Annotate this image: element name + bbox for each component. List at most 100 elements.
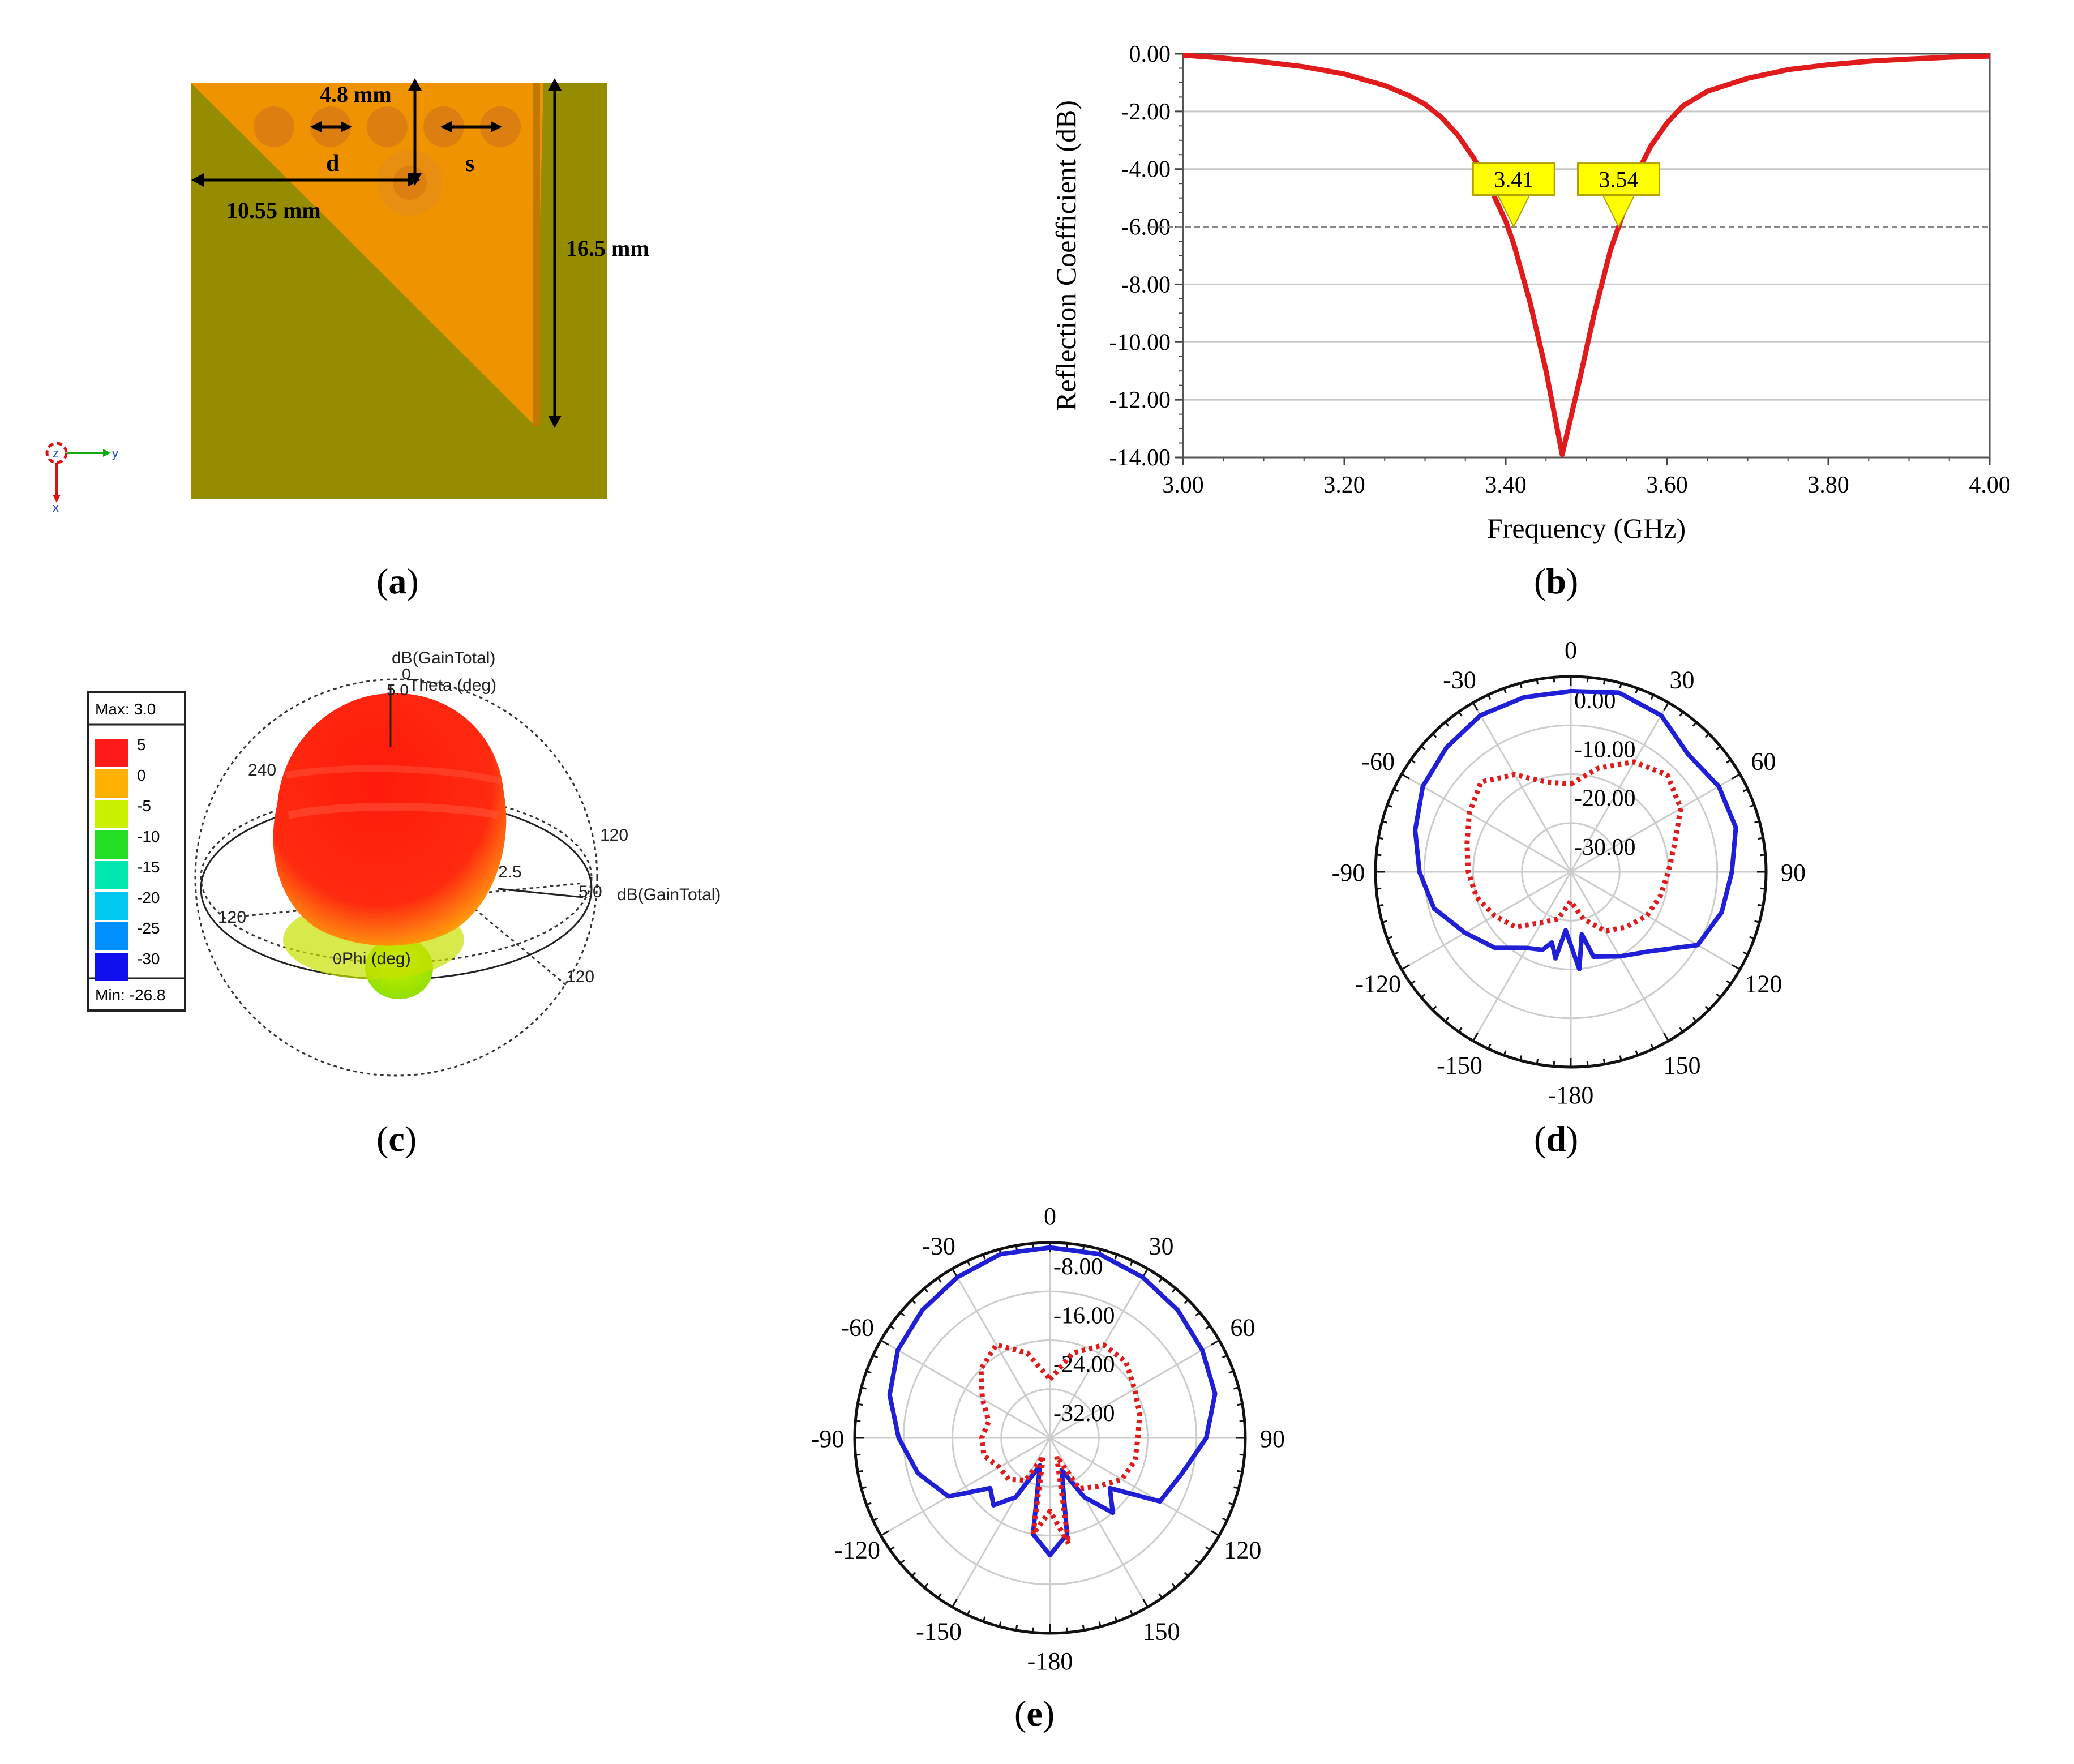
legend-swatch <box>95 922 128 950</box>
legend-swatch <box>95 739 128 767</box>
axis-x-label: x <box>53 500 59 515</box>
caption-e-letter: e <box>1026 1693 1043 1733</box>
legend-swatch <box>95 861 128 889</box>
gain-top-label: dB(GainTotal) <box>392 649 495 667</box>
polar-angle-label: -30 <box>1443 666 1476 694</box>
polar-radial-label: -8.00 <box>1053 1254 1103 1280</box>
y-tick-label: -12.00 <box>1109 387 1171 413</box>
frequency-marker: 3.41 <box>1472 162 1556 228</box>
legend-label: -15 <box>137 858 160 876</box>
polar-radial-label: -32.00 <box>1053 1401 1115 1427</box>
x-tick-label: 3.20 <box>1323 472 1365 498</box>
polar-angle-label: -150 <box>1437 1051 1482 1079</box>
label-120-bottom: 120 <box>566 967 594 986</box>
legend-label: -10 <box>137 828 160 845</box>
polar-spoke <box>880 1437 1051 1536</box>
reflection-coefficient-chart: 0.00-2.00-4.00-6.00-8.00-10.00-12.00-14.… <box>1050 41 2011 544</box>
label-240: 240 <box>248 761 276 780</box>
legend-label: 0 <box>137 767 146 784</box>
caption-a: (a) <box>376 561 419 601</box>
phi-zero-label: 0 <box>333 950 342 967</box>
polar-spoke <box>1049 1268 1149 1438</box>
legend-min: Min: -26.8 <box>95 986 166 1004</box>
polar-spoke <box>1570 773 1741 873</box>
caption-c: (c) <box>376 1119 417 1159</box>
legend-swatch <box>95 830 128 859</box>
y-tick-label: 0.00 <box>1129 41 1171 67</box>
polar-radial-label: -20.00 <box>1574 786 1636 812</box>
x-tick-label: 3.60 <box>1646 472 1688 498</box>
legend-label: -5 <box>137 797 151 815</box>
polar-spoke <box>1472 871 1572 1042</box>
polar-pattern-e: 0 30 60 90 120 150 -180 -150 -120 -90 -60 -30 -8.00 -… <box>811 1202 1285 1675</box>
polar-spoke <box>1570 871 1741 970</box>
x-tick-label: 3.00 <box>1162 472 1204 498</box>
theta-zero-label: 0 <box>402 665 411 683</box>
legend-max: Max: 3.0 <box>95 700 156 718</box>
polar-angle-label: -120 <box>1355 970 1401 998</box>
caption-c-letter: c <box>388 1119 405 1159</box>
polar-pattern-d: 0306090120150-180-150-120-90-60-300.00-1… <box>1332 636 1806 1109</box>
polar-angle-label: -120 <box>834 1536 880 1564</box>
polar-angle-label: 90 <box>1781 859 1806 887</box>
polar-angle-label: 0 <box>1565 636 1577 664</box>
label-120-left: 120 <box>218 908 246 927</box>
polar-spoke <box>1401 773 1571 873</box>
antenna-geometry-figure: 4.8 mm d s 10.55 mm 16.5 mm z y x <box>45 78 649 515</box>
legend-swatch <box>95 769 128 798</box>
polar-angle-label: 120 <box>1224 1536 1261 1564</box>
legend-label: -20 <box>137 889 160 906</box>
via-hole <box>367 106 408 147</box>
frequency-marker: 3.54 <box>1577 162 1660 228</box>
polar-spoke <box>1570 702 1669 872</box>
plot-frame <box>1182 53 1991 459</box>
polar-angle-label: -90 <box>1332 859 1365 887</box>
polar-spoke <box>1472 702 1572 872</box>
caption-d: (d) <box>1534 1119 1579 1159</box>
y-tick-label: -8.00 <box>1121 272 1171 298</box>
legend-swatch <box>95 800 128 828</box>
phi-label: Phi (deg) <box>342 949 411 968</box>
s11-curve <box>1182 53 1990 457</box>
feed-strip <box>533 83 540 426</box>
polar-angle-label: 60 <box>1230 1314 1255 1342</box>
legend-swatch <box>95 892 128 920</box>
y-tick-label: -10.00 <box>1109 329 1171 356</box>
polar-angle-label: -150 <box>916 1617 962 1645</box>
y-tick-label: -14.00 <box>1109 445 1171 471</box>
label-5-0: 5.0 <box>579 883 602 901</box>
caption-b: (b) <box>1534 561 1579 601</box>
marker-label: 3.41 <box>1494 167 1533 192</box>
polar-radial-label: -16.00 <box>1053 1303 1115 1329</box>
legend-label: 5 <box>137 736 146 753</box>
theta-label: Theta (deg) <box>409 676 496 695</box>
legend-swatch <box>95 953 128 981</box>
polar-series-cross-pol <box>1464 759 1683 934</box>
polar-series-co-pol <box>887 1245 1218 1557</box>
polar-spoke <box>1049 1339 1220 1439</box>
x-tick-label: 3.80 <box>1807 472 1849 498</box>
legend-label: -30 <box>137 950 160 967</box>
x-tick-label: 3.40 <box>1485 472 1527 498</box>
arrowheads <box>191 78 562 428</box>
legend-label: -25 <box>137 919 160 937</box>
label-120-right: 120 <box>600 826 628 845</box>
dim-spacing-label: 4.8 mm <box>320 82 392 107</box>
polar-series-co-pol <box>1413 688 1738 971</box>
polar-angle-label: 150 <box>1664 1051 1701 1079</box>
y-tick-label: -4.00 <box>1121 157 1171 183</box>
dim-offset-label: 10.55 mm <box>226 198 321 223</box>
polar-angle-label: 150 <box>1143 1617 1180 1645</box>
main-lobe <box>273 693 507 946</box>
y-axis-title: Reflection Coefficient (dB) <box>1050 100 1082 411</box>
polar-spoke <box>1049 1437 1220 1536</box>
polar-spoke <box>952 1268 1051 1438</box>
polar-angle-label: -30 <box>922 1232 955 1260</box>
polar-radial-label: -30.00 <box>1574 834 1636 860</box>
axis-y-label: y <box>112 446 118 460</box>
polar-angle-label: 0 <box>1044 1202 1056 1230</box>
axis-triad: z y x <box>45 442 118 515</box>
dim-height-label: 16.5 mm <box>566 236 649 261</box>
polar-angle-label: 30 <box>1149 1232 1174 1260</box>
polar-angle-label: 90 <box>1260 1425 1285 1453</box>
